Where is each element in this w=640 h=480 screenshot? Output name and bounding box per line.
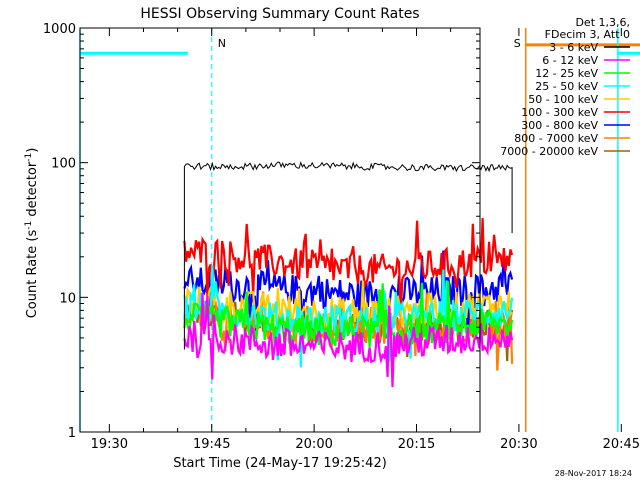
annotation-label: N — [218, 37, 226, 50]
y-axis-label: Count Rate (s-1 detector-1) — [24, 148, 40, 319]
legend-header: Det 1,3,6, — [575, 16, 630, 29]
axes-layer: 19:3019:4520:0020:1520:3020:4521:0011010… — [43, 22, 640, 452]
x-axis-label: Start Time (24-May-17 19:25:42) — [173, 456, 387, 471]
x-tick-label: 19:45 — [193, 437, 230, 452]
legend-entry-label: 25 - 50 keV — [535, 80, 598, 93]
annotation-label: S — [514, 37, 521, 50]
series-line — [183, 292, 514, 388]
series-line — [183, 218, 514, 317]
legend-header: FDecim 3, Att 0 — [545, 28, 630, 41]
y-tick-label: 1 — [68, 426, 76, 441]
legend-entry-label: 300 - 800 keV — [521, 119, 598, 132]
legend-entry-label: 3 - 6 keV — [549, 41, 598, 54]
plot-frame — [79, 27, 481, 433]
legend-entry-label: 7000 - 20000 keV — [500, 145, 598, 158]
legend-entry-label: 6 - 12 keV — [542, 54, 598, 67]
footer-timestamp: 28-Nov-2017 18:24 — [555, 469, 632, 478]
y-tick-label: 10 — [59, 291, 76, 306]
x-tick-label: 20:45 — [603, 437, 640, 452]
x-tick-label: 20:00 — [295, 437, 332, 452]
legend-entry-label: 800 - 7000 keV — [514, 132, 598, 145]
series-layer — [183, 161, 514, 388]
x-tick-label: 20:15 — [398, 437, 435, 452]
y-tick-label: 100 — [51, 157, 76, 172]
series-line — [183, 281, 514, 348]
chart-title: HESSI Observing Summary Count Rates — [140, 6, 419, 22]
y-tick-label: 1000 — [43, 22, 76, 37]
legend-entry-label: 50 - 100 keV — [528, 93, 598, 106]
series-line — [183, 161, 513, 350]
x-tick-label: 19:30 — [91, 437, 128, 452]
x-tick-label: 20:30 — [500, 437, 537, 452]
legend-entry-label: 100 - 300 keV — [521, 106, 598, 119]
legend-entry-label: 12 - 25 keV — [535, 67, 598, 80]
